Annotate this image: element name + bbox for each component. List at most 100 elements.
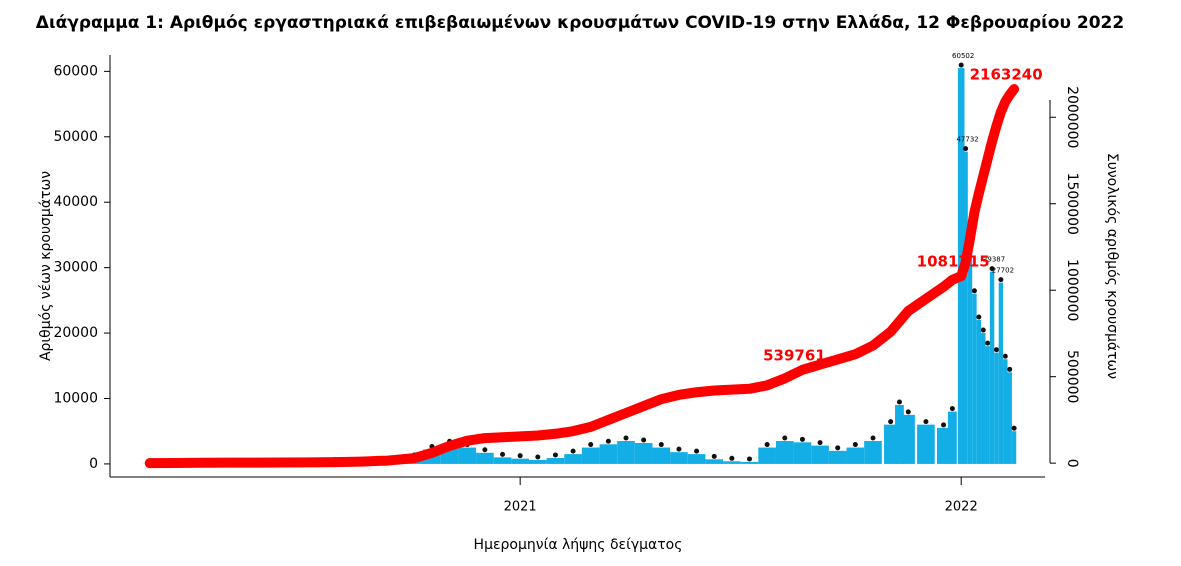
bar-top-marker [535,454,541,460]
bar [998,282,1004,464]
bar [599,444,618,464]
bar [864,441,882,464]
bar-top-marker [888,419,894,425]
bar-top-marker [985,340,991,346]
bar [775,441,794,464]
bar [895,405,904,464]
bar-top-marker [711,453,717,459]
bar [564,454,582,464]
bar-value-label: 47732 [956,136,978,144]
bar [634,442,653,464]
bar-value-label: 29387 [983,256,1005,264]
bar [546,458,565,464]
bar-top-marker [963,146,969,152]
bar-top-marker [764,442,770,448]
y-tick-label: 20000 [53,325,98,341]
bar-top-marker [641,437,647,443]
bar [976,319,982,464]
bar [828,450,847,464]
y-tick-label: 60000 [53,63,98,79]
y-tick-label: 30000 [53,260,98,276]
y-tick-label: 50000 [53,129,98,145]
bar [528,459,547,464]
bar [758,447,776,464]
bar-value-label: 27702 [992,267,1014,275]
bar-top-marker [958,62,964,68]
bar [1012,431,1017,464]
bar-top-marker [658,442,664,448]
bar [1003,359,1008,464]
bar-top-marker [1011,425,1017,431]
bar-top-marker [905,409,911,415]
bar-top-marker [870,435,876,441]
y-axis-label: Αριθμός νέων κρουσμάτων [38,171,54,361]
bar [846,447,865,464]
y2-tick-label: 2000000 [1064,86,1080,148]
bar [994,352,999,464]
bar-top-marker [817,440,823,446]
x-tick-label: 2021 [504,500,537,515]
bar-top-marker [835,445,841,451]
bar [985,346,990,464]
bar [705,459,724,464]
bar-top-marker [852,442,858,448]
line-value-label: 539761 [763,346,826,364]
bar-top-marker [570,448,576,454]
bar-top-marker [500,451,506,457]
bar [617,441,635,464]
y2-axis-label: Συνολικός αριθμός κρουσμάτων [1104,153,1120,379]
y-tick-label: 0 [89,456,98,472]
bar [740,461,759,464]
y2-tick-label: 0 [1064,459,1080,468]
bar-top-marker [623,435,629,441]
x-tick-label: 2022 [945,500,978,515]
bar-top-marker [694,448,700,454]
chart-title: Διάγραμμα 1: Αριθμός εργαστηριακά επιβεβ… [36,13,1124,33]
bar-top-marker [782,435,788,441]
bar [458,447,477,464]
line-value-label: 1081715 [917,253,990,271]
bar-value-label: 60502 [952,52,974,60]
bar-top-marker [1007,366,1013,372]
bar [687,454,706,464]
bar [963,151,968,464]
bar-top-marker [482,447,488,453]
y2-tick-label: 1500000 [1064,173,1080,235]
bar-top-marker [923,419,929,425]
bar-top-marker [517,453,523,459]
y2-tick-label: 1000000 [1064,259,1080,321]
bar [511,458,529,464]
bar [670,452,688,464]
bar-top-marker [949,406,955,412]
bar-top-marker [989,266,995,272]
bar-top-marker [1002,353,1008,359]
bar-top-marker [998,277,1004,283]
bar-top-marker [971,288,977,294]
bar-top-marker [676,446,682,452]
x-axis-label: Ημερομηνία λήψης δείγματος [474,537,683,553]
bar-top-marker [993,347,999,353]
bar [947,411,957,464]
bar [936,427,951,464]
bar [493,457,512,464]
bar [967,234,973,464]
bar-top-marker [588,442,594,448]
bar [981,333,986,464]
bar-top-marker [552,452,558,458]
cumulative-line [144,84,1020,469]
bar-top-marker [605,438,611,444]
bar-top-marker [896,399,902,405]
y2-tick-label: 500000 [1064,350,1080,403]
line-value-label: 2163240 [970,66,1043,84]
bar-top-marker [799,436,805,442]
bar [811,445,829,464]
y-tick-label: 10000 [53,390,98,406]
bar-top-marker [747,456,753,462]
bar [972,293,977,464]
bar [989,271,995,464]
bar [581,447,600,464]
bar [652,447,671,464]
bar [884,424,898,464]
bar [723,461,741,464]
